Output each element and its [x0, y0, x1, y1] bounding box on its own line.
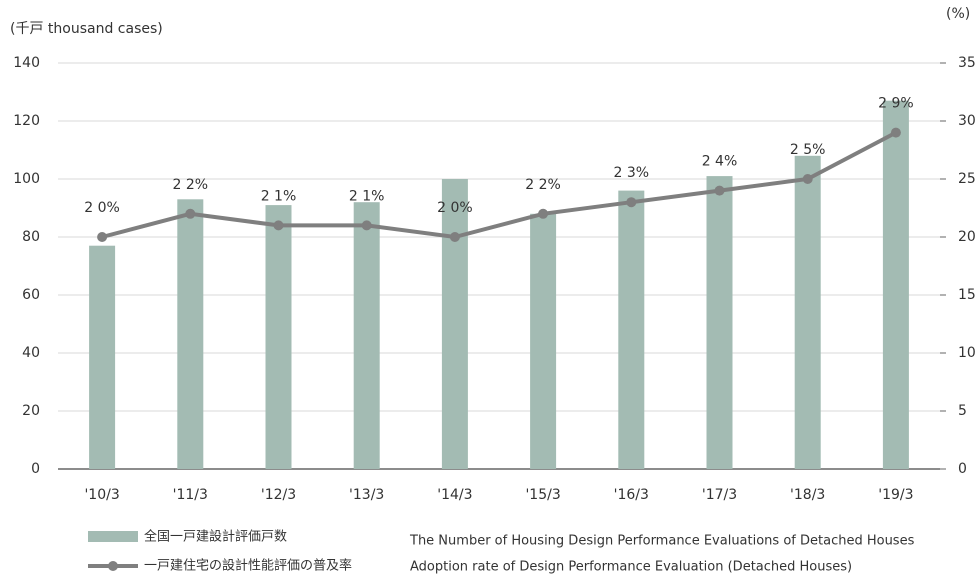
data-label: 2 2% [525, 177, 561, 193]
x-tick-label: '19/3 [878, 487, 913, 503]
data-label: 2 0% [437, 200, 473, 216]
y-axis-label: (千戸 thousand cases) [10, 21, 163, 37]
x-tick-label: '12/3 [261, 487, 296, 503]
bar [706, 176, 733, 469]
y2-axis-label: (%) [946, 6, 970, 22]
data-label: 2 0% [84, 200, 120, 216]
x-tick-label: '11/3 [173, 487, 208, 503]
y-tick-label: 60 [22, 287, 40, 303]
y-tick-label: 20 [22, 403, 40, 419]
bar [530, 213, 557, 469]
line-point [802, 174, 813, 184]
bar [618, 190, 645, 469]
bar [177, 199, 204, 470]
line-point [714, 185, 725, 196]
bar [441, 179, 468, 469]
data-label: 2 3% [614, 165, 650, 181]
bar [89, 245, 116, 469]
data-label: 2 5% [790, 142, 826, 158]
y2-tick-label: 35 [958, 55, 975, 71]
x-tick-label: '17/3 [702, 487, 737, 503]
data-label: 2 9% [878, 96, 914, 112]
y2-tick-label: 15 [958, 287, 975, 303]
line [101, 130, 897, 240]
data-label: 2 4% [702, 154, 738, 170]
x-tick-label: '10/3 [84, 487, 119, 503]
line-point [185, 208, 196, 219]
y2-tick-label: 10 [958, 345, 975, 361]
bar [265, 205, 292, 469]
line-point [361, 220, 372, 231]
y2-tick-label: 30 [958, 113, 975, 129]
x-tick-label: '14/3 [437, 487, 472, 503]
line-point [449, 232, 460, 242]
y-tick-label: 120 [13, 113, 40, 129]
annotation: Adoption rate of Design Performance Eval… [410, 560, 852, 575]
legend-swatch [88, 531, 138, 542]
y2-tick-label: 25 [958, 171, 975, 187]
line-point [890, 127, 901, 138]
y2-tick-label: 5 [958, 403, 967, 419]
bar [794, 155, 821, 470]
y2-tick-label: 20 [958, 229, 975, 245]
line-point [273, 220, 284, 231]
x-tick-label: '16/3 [614, 487, 649, 503]
data-label: 2 2% [173, 177, 209, 193]
y2-tick-label: 0 [958, 461, 967, 477]
y-tick-label: 40 [22, 345, 40, 361]
x-tick-label: '15/3 [525, 487, 560, 503]
annotation: The Number of Housing Design Performance… [409, 534, 915, 549]
y-tick-label: 80 [22, 229, 40, 245]
bar [353, 202, 380, 469]
line-point [97, 232, 108, 242]
data-label: 2 1% [349, 188, 385, 204]
line-point [538, 208, 549, 219]
y-tick-label: 140 [13, 55, 40, 71]
legend-label: 全国一戸建設計評価戸数 [144, 529, 287, 545]
bar [882, 100, 909, 469]
y-tick-label: 100 [13, 171, 40, 187]
legend-label: 一戸建住宅の設計性能評価の普及率 [144, 558, 352, 574]
legend-marker [108, 561, 118, 571]
x-tick-label: '18/3 [790, 487, 825, 503]
data-label: 2 1% [261, 188, 297, 204]
line-point [626, 197, 637, 208]
y-tick-label: 0 [31, 461, 40, 477]
x-tick-label: '13/3 [349, 487, 384, 503]
